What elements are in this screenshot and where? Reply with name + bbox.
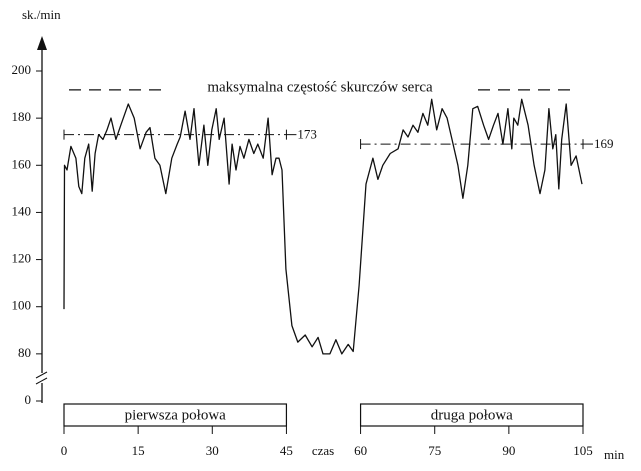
y-tick-label: 120	[12, 251, 32, 266]
axis-break	[35, 371, 48, 379]
axis-break-gap	[34, 373, 50, 383]
average-label: 173	[297, 127, 317, 142]
heart-rate-line	[63, 98, 583, 355]
y-tick-label: 80	[18, 345, 31, 360]
x-tick-label: 0	[61, 443, 68, 458]
x-axis-label: min	[604, 447, 625, 462]
x-tick-label: 45	[280, 443, 293, 458]
period-label: pierwsza połowa	[125, 407, 227, 423]
gap-label: czas	[312, 443, 334, 458]
period-label: druga połowa	[431, 407, 513, 423]
y-tick-label: 100	[12, 298, 32, 313]
x-tick-label: 105	[573, 443, 593, 458]
y-tick-label: 160	[12, 156, 32, 171]
y-tick-label: 180	[12, 109, 32, 124]
axis-break	[35, 377, 48, 385]
average-label: 169	[594, 136, 614, 151]
y-tick-label: 200	[12, 62, 32, 77]
y-axis-arrow	[37, 36, 47, 50]
y-axis-label: sk./min	[22, 7, 61, 22]
x-tick-label: 30	[206, 443, 219, 458]
x-tick-label: 90	[502, 443, 515, 458]
max-line-label: maksymalna częstość skurczów serca	[207, 79, 433, 95]
x-tick-label: 15	[132, 443, 145, 458]
x-tick-label: 60	[354, 443, 367, 458]
y-tick-label: 140	[12, 203, 32, 218]
y-tick-label: 0	[25, 392, 32, 407]
x-tick-label: 75	[428, 443, 441, 458]
period-box	[359, 403, 584, 427]
period-box	[63, 403, 288, 427]
